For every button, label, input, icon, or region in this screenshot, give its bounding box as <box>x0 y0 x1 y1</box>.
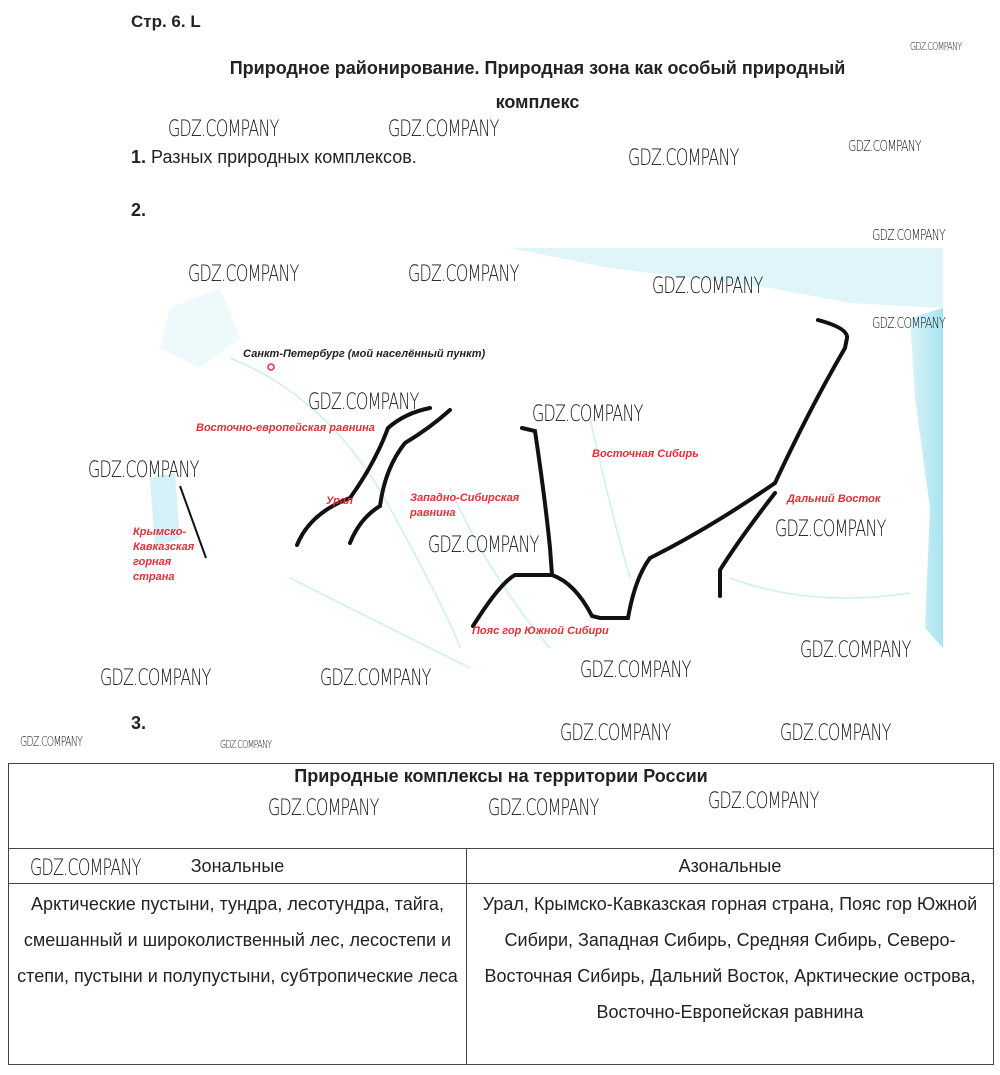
page-title-line2: комплекс <box>495 92 580 112</box>
watermark: GDZ.COMPANY <box>408 262 519 287</box>
russia-map: Санкт-Петербург (мой населённый пункт) В… <box>130 248 943 680</box>
ural-line-east <box>348 408 452 545</box>
table-title: Природные комплексы на территории России <box>8 763 994 849</box>
watermark: GDZ.COMPANY <box>775 517 886 542</box>
watermark: GDZ.COMPANY <box>20 735 83 750</box>
watermark: GDZ.COMPANY <box>188 262 299 287</box>
watermark: GDZ.COMPANY <box>910 40 962 53</box>
watermark: GDZ.COMPANY <box>628 146 739 171</box>
yenisei-line <box>520 426 554 577</box>
watermark: GDZ.COMPANY <box>488 796 599 821</box>
azonal-cell: Урал, Крымско-Кавказская горная страна, … <box>466 883 994 1065</box>
region-west-siberian: Западно-Сибирская равнина <box>410 492 520 519</box>
ural-line-west <box>295 406 432 547</box>
watermark: GDZ.COMPANY <box>388 117 499 142</box>
page-reference: Стр. 6. L <box>131 12 201 31</box>
question-3-number: 3. <box>131 713 147 733</box>
watermark: GDZ.COMPANY <box>708 789 819 814</box>
watermark: GDZ.COMPANY <box>872 226 946 244</box>
region-south-siberia: Пояс гор Южной Сибири <box>472 625 609 637</box>
question-number: 1. <box>131 147 147 167</box>
watermark: GDZ.COMPANY <box>560 721 671 746</box>
question-2-number: 2. <box>131 200 147 220</box>
region-east-european: Восточно-европейская равнина <box>196 422 375 434</box>
baltic-sea <box>160 288 240 368</box>
region-crimea-caucasus: Крымско-Кавказская горная страна <box>133 526 195 583</box>
arctic-sea <box>510 248 943 308</box>
region-far-east: Дальний Восток <box>787 493 881 505</box>
header-azonal: Азональные <box>466 848 994 884</box>
watermark: GDZ.COMPANY <box>532 402 643 427</box>
watermark: GDZ.COMPANY <box>872 314 946 332</box>
watermark: GDZ.COMPANY <box>800 638 911 663</box>
watermark: GDZ.COMPANY <box>780 721 891 746</box>
pacific-coast <box>910 308 943 648</box>
crimea-pointer-line <box>179 485 207 559</box>
far-east-line <box>718 491 777 598</box>
south-siberia-line <box>471 481 777 628</box>
watermark: GDZ.COMPANY <box>268 796 379 821</box>
watermark: GDZ.COMPANY <box>848 137 922 155</box>
watermark: GDZ.COMPANY <box>652 274 763 299</box>
answer-text: Разных природных комплексов. <box>151 147 417 167</box>
region-east-siberia: Восточная Сибирь <box>592 448 699 460</box>
answer-1: 1. Разных природных комплексов. <box>131 147 417 168</box>
region-ural: Урал <box>326 495 353 507</box>
watermark: GDZ.COMPANY <box>308 390 419 415</box>
watermark: GDZ.COMPANY <box>88 458 199 483</box>
natural-complexes-table: Природные комплексы на территории России… <box>8 763 994 1065</box>
map-drawing <box>150 248 943 669</box>
watermark: GDZ.COMPANY <box>580 658 691 683</box>
watermark: GDZ.COMPANY <box>428 533 539 558</box>
watermark: GDZ.COMPANY <box>320 666 431 691</box>
city-marker <box>267 363 275 371</box>
watermark: GDZ.COMPANY <box>100 666 211 691</box>
lena-far-east-line <box>773 318 849 485</box>
zonal-cell: Арктические пустыни, тундра, лесотундра,… <box>8 883 467 1065</box>
watermark: GDZ.COMPANY <box>220 738 272 751</box>
caspian-sea <box>150 473 180 548</box>
page-title: Природное районирование. Природная зона … <box>229 58 846 78</box>
watermark: GDZ.COMPANY <box>30 856 141 881</box>
watermark: GDZ.COMPANY <box>168 117 279 142</box>
city-label: Санкт-Петербург (мой населённый пункт) <box>243 348 486 360</box>
